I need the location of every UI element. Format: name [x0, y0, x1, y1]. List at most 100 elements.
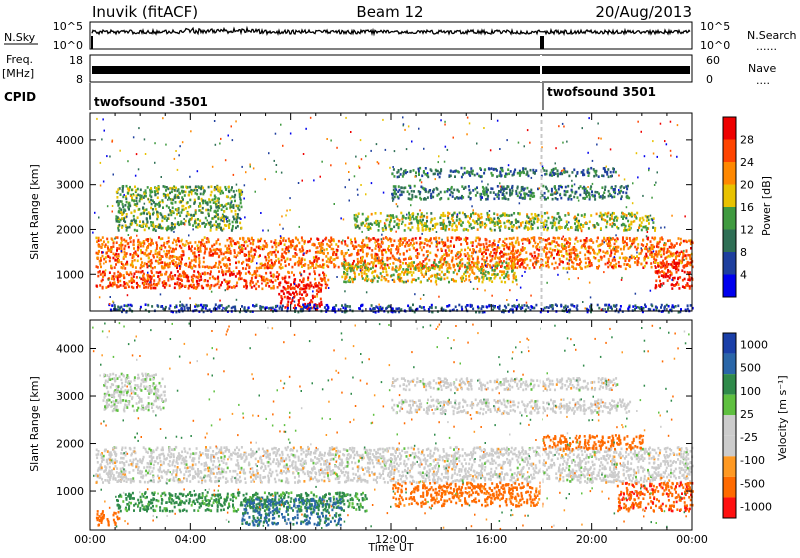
- power-cell: [493, 217, 495, 220]
- power-cell: [385, 251, 387, 254]
- power-cell: [356, 268, 358, 271]
- power-cell: [485, 249, 487, 252]
- power-cell: [355, 241, 357, 244]
- power-cell: [415, 216, 417, 219]
- power-cell: [130, 236, 132, 239]
- power-cell: [321, 284, 323, 287]
- power-cell: [396, 224, 398, 227]
- power-cell: [186, 215, 188, 218]
- power-cell: [142, 206, 144, 209]
- power-cell: [683, 240, 685, 243]
- power-cell: [173, 259, 175, 262]
- power-cell: [197, 244, 199, 247]
- power-cell: [237, 213, 239, 216]
- power-cell: [187, 201, 189, 204]
- power-cell: [277, 251, 279, 254]
- power-cell: [659, 271, 661, 274]
- power-cell: [202, 287, 204, 290]
- power-cell: [585, 262, 587, 265]
- power-cell: [463, 228, 465, 231]
- power-cell: [650, 240, 652, 243]
- power-cell: [684, 271, 686, 274]
- power-cell: [403, 187, 405, 190]
- power-cell: [198, 186, 200, 189]
- power-cell: [608, 243, 610, 246]
- power-cell: [157, 196, 159, 199]
- power-cell: [228, 248, 230, 251]
- power-cell: [250, 260, 252, 263]
- power-cell: [447, 188, 449, 191]
- power-cell: [312, 295, 314, 298]
- power-cell: [143, 265, 145, 268]
- power-cell: [557, 212, 559, 215]
- power-cell: [252, 243, 254, 246]
- power-cell: [245, 272, 247, 275]
- power-cell: [588, 174, 590, 177]
- power-cell: [583, 216, 585, 219]
- power-cell: [491, 258, 493, 261]
- power-cell: [393, 226, 395, 229]
- power-cell: [496, 273, 498, 276]
- power-cell: [380, 245, 382, 248]
- power-cell: [265, 259, 267, 262]
- power-cell: [492, 255, 494, 258]
- power-cell: [151, 284, 153, 287]
- power-cell: [407, 190, 409, 193]
- power-cell: [134, 220, 136, 223]
- power-cell: [600, 227, 602, 230]
- power-cell: [621, 185, 623, 188]
- power-cell: [455, 225, 457, 228]
- power-cell: [511, 214, 513, 217]
- power-cell: [123, 276, 125, 279]
- power-cell: [503, 277, 505, 280]
- power-cell: [564, 214, 566, 217]
- power-cell: [577, 171, 579, 174]
- power-cell: [417, 213, 419, 216]
- power-cell: [298, 264, 300, 267]
- power-cell: [421, 274, 423, 277]
- power-cell: [462, 196, 464, 199]
- power-cell: [177, 270, 179, 273]
- nsearch-dots: ......: [756, 40, 777, 53]
- power-cell: [474, 188, 476, 191]
- power-cell: [586, 195, 588, 198]
- power-cell: [415, 237, 417, 240]
- power-cell: [425, 238, 427, 241]
- power-cell: [570, 198, 572, 201]
- power-cell: [113, 278, 115, 281]
- power-cell: [426, 225, 428, 228]
- power-cell: [615, 185, 617, 188]
- power-cell: [264, 256, 266, 259]
- power-cell: [114, 259, 116, 262]
- power-cell: [149, 253, 151, 256]
- power-cell: [341, 252, 343, 255]
- power-cell: [670, 246, 672, 249]
- power-cell: [428, 240, 430, 243]
- power-cell: [499, 256, 501, 259]
- power-cell: [156, 225, 158, 228]
- power-cell: [291, 266, 293, 269]
- power-cell: [152, 242, 154, 245]
- power-cell: [134, 186, 136, 189]
- power-cell: [656, 270, 658, 273]
- power-cell: [399, 253, 401, 256]
- power-cell: [501, 265, 503, 268]
- power-cell: [554, 222, 556, 225]
- power-cell: [392, 255, 394, 258]
- power-cell: [675, 283, 677, 286]
- power-cell: [452, 195, 454, 198]
- power-cell: [548, 266, 550, 269]
- power-cell: [195, 258, 197, 261]
- power-cell: [425, 167, 427, 170]
- power-cell: [169, 209, 171, 212]
- power-cell: [471, 269, 473, 272]
- power-cell: [164, 215, 166, 218]
- power-cell: [532, 227, 534, 230]
- power-cell: [547, 190, 549, 193]
- power-cell: [470, 171, 472, 174]
- power-cell: [591, 264, 593, 267]
- power-cell: [402, 241, 404, 244]
- power-cell: [222, 259, 224, 262]
- power-cell: [448, 228, 450, 231]
- power-cell: [214, 186, 216, 189]
